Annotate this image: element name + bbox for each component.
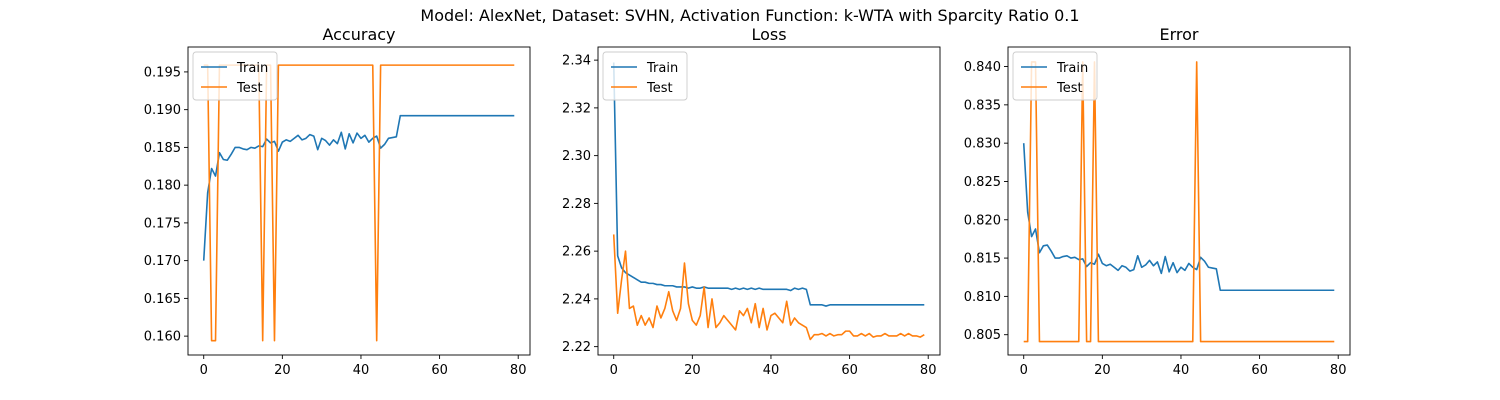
chart-error-ytick-label: 0.830 <box>964 137 1001 152</box>
chart-error-series-test-line <box>1023 61 1335 343</box>
chart-error-legend-box <box>1012 51 1098 101</box>
chart-loss-xtick-label: 0 <box>610 363 618 378</box>
chart-loss-legend: Train Test <box>602 51 688 101</box>
chart-error-legend-label-test: Test <box>1056 81 1083 96</box>
chart-accuracy-ytick-label: 0.195 <box>144 65 181 80</box>
chart-accuracy-xtick-label: 0 <box>200 363 208 378</box>
chart-loss-ytick-label: 2.24 <box>562 292 591 307</box>
chart-accuracy-axes-frame <box>187 46 531 356</box>
chart-loss-axes-frame <box>597 46 941 356</box>
chart-loss-ytick-label: 2.32 <box>562 101 591 116</box>
figure-suptitle: Model: AlexNet, Dataset: SVHN, Activatio… <box>420 6 1079 25</box>
chart-accuracy-legend-label-train: Train <box>236 61 268 76</box>
chart-loss-ytick-label: 2.22 <box>562 340 591 355</box>
chart-loss-ytick-label: 2.34 <box>562 54 591 69</box>
chart-error-ytick-label: 0.810 <box>964 290 1001 305</box>
chart-loss-title: Loss <box>751 25 786 44</box>
chart-accuracy-title: Accuracy <box>322 25 395 44</box>
chart-accuracy-ytick-label: 0.165 <box>144 292 181 307</box>
chart-loss-xtick-label: 20 <box>684 363 701 378</box>
chart-error-xtick-label: 80 <box>1330 363 1347 378</box>
chart-accuracy-xtick-label: 80 <box>510 363 527 378</box>
chart-accuracy-legend-label-test: Test <box>236 81 263 96</box>
chart-error-series-train-line <box>1022 143 1335 292</box>
chart-error-xtick-label: 60 <box>1251 363 1268 378</box>
chart-loss-legend-box <box>602 51 688 101</box>
chart-error-ytick-label: 0.835 <box>964 98 1001 113</box>
chart-accuracy-xtick-label: 60 <box>431 363 448 378</box>
chart-accuracy-ytick-label: 0.180 <box>144 179 181 194</box>
chart-loss-xtick-label: 40 <box>763 363 780 378</box>
chart-accuracy-panel: Accuracy 0 20 40 60 80 0.160 0.165 0.170 0.175 0.1… <box>144 25 531 378</box>
chart-error-ytick-label: 0.840 <box>964 60 1001 75</box>
chart-loss-series-train-line <box>612 62 925 307</box>
chart-accuracy-ytick-label: 0.175 <box>144 216 181 231</box>
chart-accuracy-ytick-label: 0.190 <box>144 103 181 118</box>
chart-error-legend: Train Test <box>1012 51 1098 101</box>
chart-error-title: Error <box>1160 25 1199 44</box>
chart-loss-xtick-label: 80 <box>920 363 937 378</box>
chart-error-axes-frame <box>1007 46 1351 356</box>
panels: Accuracy 0 20 40 60 80 0.160 0.165 0.170 0.175 0.1… <box>144 25 1351 378</box>
chart-accuracy-xtick-label: 20 <box>274 363 291 378</box>
chart-loss-ytick-label: 2.26 <box>562 245 591 260</box>
chart-error-ytick-label: 0.815 <box>964 252 1001 267</box>
chart-accuracy-legend-box <box>192 51 278 101</box>
chart-error-xtick-label: 0 <box>1020 363 1028 378</box>
chart-error-legend-label-train: Train <box>1056 61 1088 76</box>
chart-loss-xtick-label: 60 <box>841 363 858 378</box>
chart-accuracy-xtick-label: 40 <box>353 363 370 378</box>
chart-accuracy-ytick-label: 0.185 <box>144 141 181 156</box>
chart-accuracy-ytick-label: 0.170 <box>144 254 181 269</box>
chart-error-xtick-label: 20 <box>1094 363 1111 378</box>
chart-error-panel: Error 0 20 40 60 80 0.805 0.810 0.815 0.820 0.825 0… <box>964 25 1351 378</box>
chart-error-ytick-label: 0.805 <box>964 328 1001 343</box>
chart-accuracy-ytick-label: 0.160 <box>144 330 181 345</box>
chart-error-ytick-label: 0.825 <box>964 175 1001 190</box>
chart-accuracy-legend: Train Test <box>192 51 278 101</box>
chart-loss-ytick-label: 2.28 <box>562 197 591 212</box>
chart-loss-panel: Loss 0 20 40 60 80 2.22 2.24 2.26 2.28 2.30 2.32 2.3… <box>562 25 941 378</box>
chart-accuracy-series-train-line <box>202 114 515 261</box>
chart-loss-ytick-label: 2.30 <box>562 149 591 164</box>
chart-error-ytick-label: 0.820 <box>964 213 1001 228</box>
chart-loss-legend-label-test: Test <box>646 81 673 96</box>
chart-loss-legend-label-train: Train <box>646 61 678 76</box>
chart-loss-series-test-line <box>612 234 925 341</box>
chart-error-xtick-label: 40 <box>1173 363 1190 378</box>
